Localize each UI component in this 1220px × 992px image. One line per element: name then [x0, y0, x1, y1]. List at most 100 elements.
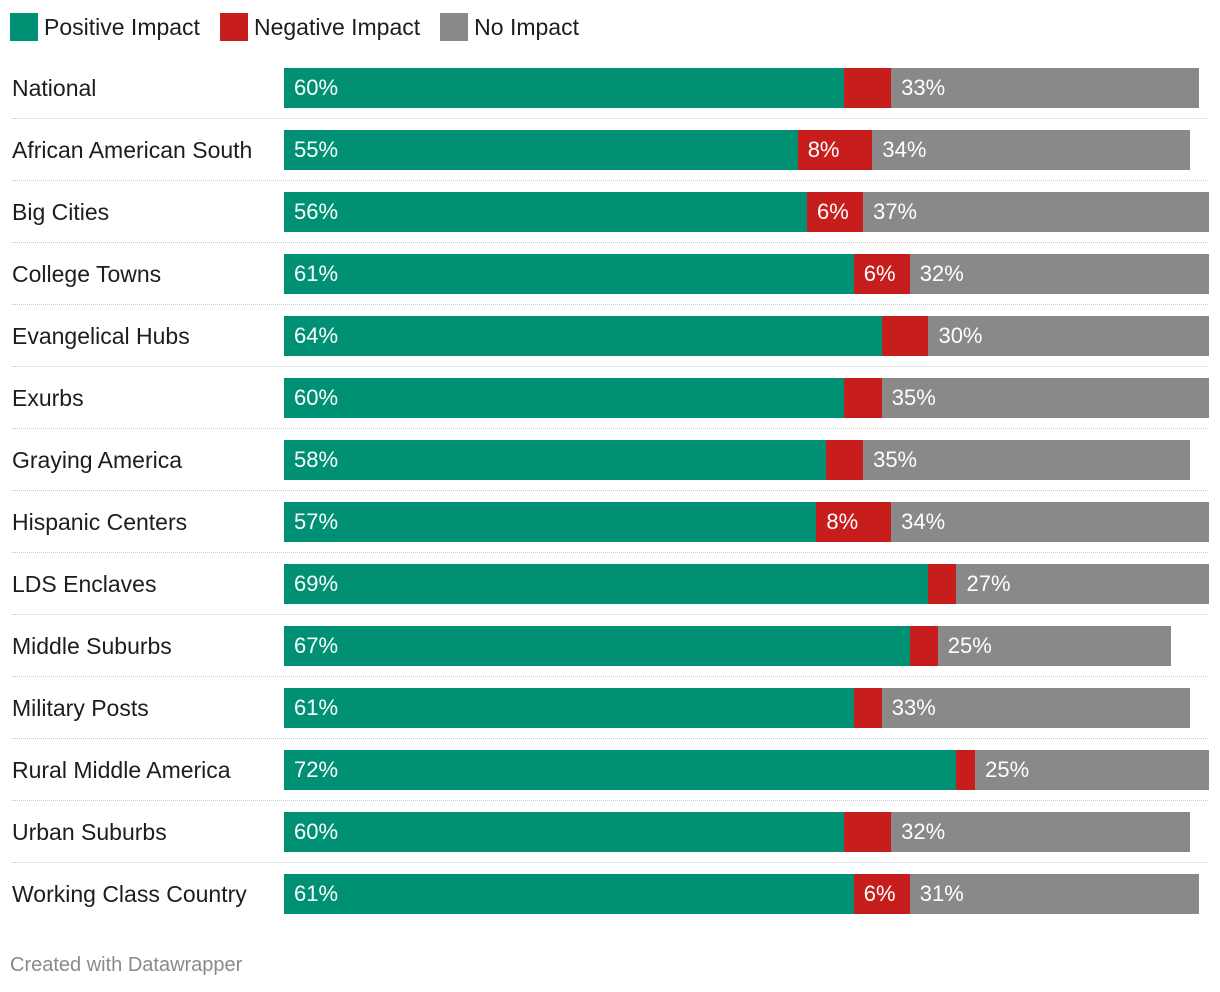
category-label: Graying America [12, 447, 183, 473]
value-label-no-impact: 35% [873, 447, 918, 472]
bar-row-graying-america: Graying America 58% 35% [0, 429, 1220, 491]
value-label-positive-impact: 57% [294, 509, 339, 534]
bar-segment-negative-impact [853, 254, 910, 294]
bar-segment-positive-impact [284, 68, 845, 108]
bar-row-military-posts: Military Posts 61% 33% [0, 677, 1220, 739]
category-label: Military Posts [12, 695, 149, 721]
bar-segment-negative-impact [909, 626, 938, 666]
category-label: National [12, 75, 97, 101]
legend-label: Positive Impact [44, 13, 200, 40]
value-label-positive-impact: 60% [294, 385, 339, 410]
category-label: Rural Middle America [12, 757, 231, 783]
bar-segment-negative-impact [844, 378, 882, 418]
bar-segment-no-impact [872, 130, 1190, 170]
value-label-no-impact: 35% [891, 385, 936, 410]
value-label-negative-impact: 6% [863, 261, 896, 286]
value-label-positive-impact: 58% [294, 447, 339, 472]
bar-row-urban-suburbs: Urban Suburbs 60% 32% [0, 801, 1220, 863]
category-label: Working Class Country [12, 881, 247, 907]
bar-segment-no-impact [928, 316, 1209, 356]
value-label-no-impact: 32% [901, 819, 946, 844]
value-label-no-impact: 32% [919, 261, 964, 286]
bar-segment-positive-impact [284, 378, 845, 418]
bar-segment-no-impact [975, 750, 1209, 790]
row-divider [12, 118, 1208, 119]
value-label-no-impact: 25% [985, 757, 1030, 782]
bar-segment-no-impact [891, 68, 1200, 108]
bar-segment-negative-impact [825, 440, 864, 480]
row-divider [12, 180, 1208, 181]
bar-row-exurbs: Exurbs 60% 35% [0, 367, 1220, 429]
category-label: Big Cities [12, 199, 110, 225]
row-divider [12, 614, 1208, 615]
value-label-no-impact: 37% [873, 199, 918, 224]
bar-segment-negative-impact [853, 874, 910, 914]
value-label-positive-impact: 56% [294, 199, 339, 224]
value-label-no-impact: 31% [919, 881, 964, 906]
legend-swatch [440, 13, 469, 41]
bar-segment-positive-impact [284, 564, 929, 604]
legend: Positive Impact Negative Impact No Impact [10, 12, 599, 42]
bar-segment-no-impact [891, 812, 1190, 852]
bar-segment-negative-impact [844, 68, 892, 108]
value-label-positive-impact: 60% [294, 819, 339, 844]
value-label-positive-impact: 69% [294, 571, 339, 596]
bar-segment-positive-impact [284, 750, 957, 790]
bar-row-working-class-country: Working Class Country 61% 6% 31% [0, 863, 1220, 925]
bar-segment-positive-impact [284, 688, 854, 728]
legend-label: Negative Impact [253, 13, 421, 40]
bar-segment-no-impact [863, 192, 1209, 232]
category-label: Exurbs [12, 385, 84, 411]
category-label: Urban Suburbs [12, 819, 167, 845]
bar-segment-negative-impact [797, 130, 873, 170]
bar-segment-positive-impact [284, 254, 854, 294]
bar-row-african-american-south: African American South 55% 8% 34% [0, 119, 1220, 181]
bar-segment-negative-impact [881, 316, 929, 356]
bar-segment-negative-impact [816, 502, 892, 542]
bar-row-rural-middle-america: Rural Middle America 72% 25% [0, 739, 1220, 801]
row-divider [12, 676, 1208, 677]
row-divider [12, 800, 1208, 801]
legend-swatch [219, 13, 248, 41]
bar-segment-positive-impact [284, 192, 808, 232]
bar-segment-negative-impact [853, 688, 882, 728]
legend-item-positive-impact: Positive Impact [10, 13, 200, 41]
bar-row-big-cities: Big Cities 56% 6% 37% [0, 181, 1220, 243]
bar-segment-no-impact [881, 688, 1190, 728]
value-label-no-impact: 33% [901, 75, 946, 100]
bar-segment-negative-impact [844, 812, 892, 852]
bar-segment-no-impact [891, 502, 1209, 542]
category-label: Evangelical Hubs [12, 323, 190, 349]
legend-swatch [10, 13, 38, 41]
row-divider [12, 304, 1208, 305]
row-divider [12, 738, 1208, 739]
value-label-positive-impact: 72% [294, 757, 339, 782]
category-label: College Towns [12, 261, 162, 287]
value-label-no-impact: 33% [891, 695, 936, 720]
chart-rows: National 60% 33% African American South 55% 8… [0, 57, 1220, 925]
bar-row-lds-enclaves: LDS Enclaves 69% 27% [0, 553, 1220, 615]
value-label-negative-impact: 8% [807, 137, 840, 162]
bar-segment-positive-impact [284, 316, 882, 356]
row-divider [12, 552, 1208, 553]
value-label-negative-impact: 6% [817, 199, 849, 224]
row-divider [12, 490, 1208, 491]
value-label-no-impact: 25% [947, 633, 992, 658]
value-label-no-impact: 34% [901, 509, 946, 534]
bar-row-middle-suburbs: Middle Suburbs 67% 25% [0, 615, 1220, 677]
value-label-positive-impact: 55% [294, 137, 339, 162]
bar-segment-no-impact [881, 378, 1209, 418]
bar-segment-positive-impact [284, 502, 817, 542]
value-label-positive-impact: 61% [294, 881, 339, 906]
value-label-positive-impact: 67% [294, 633, 339, 658]
bar-row-evangelical-hubs: Evangelical Hubs 64% 30% [0, 305, 1220, 367]
row-divider [12, 862, 1208, 863]
bar-segment-negative-impact [928, 564, 957, 604]
value-label-positive-impact: 61% [294, 695, 339, 720]
bar-segment-positive-impact [284, 874, 854, 914]
value-label-negative-impact: 8% [826, 509, 859, 534]
category-label: African American South [12, 137, 253, 163]
bar-segment-no-impact [956, 564, 1209, 604]
bar-segment-no-impact [937, 626, 1172, 666]
row-divider [12, 242, 1208, 243]
